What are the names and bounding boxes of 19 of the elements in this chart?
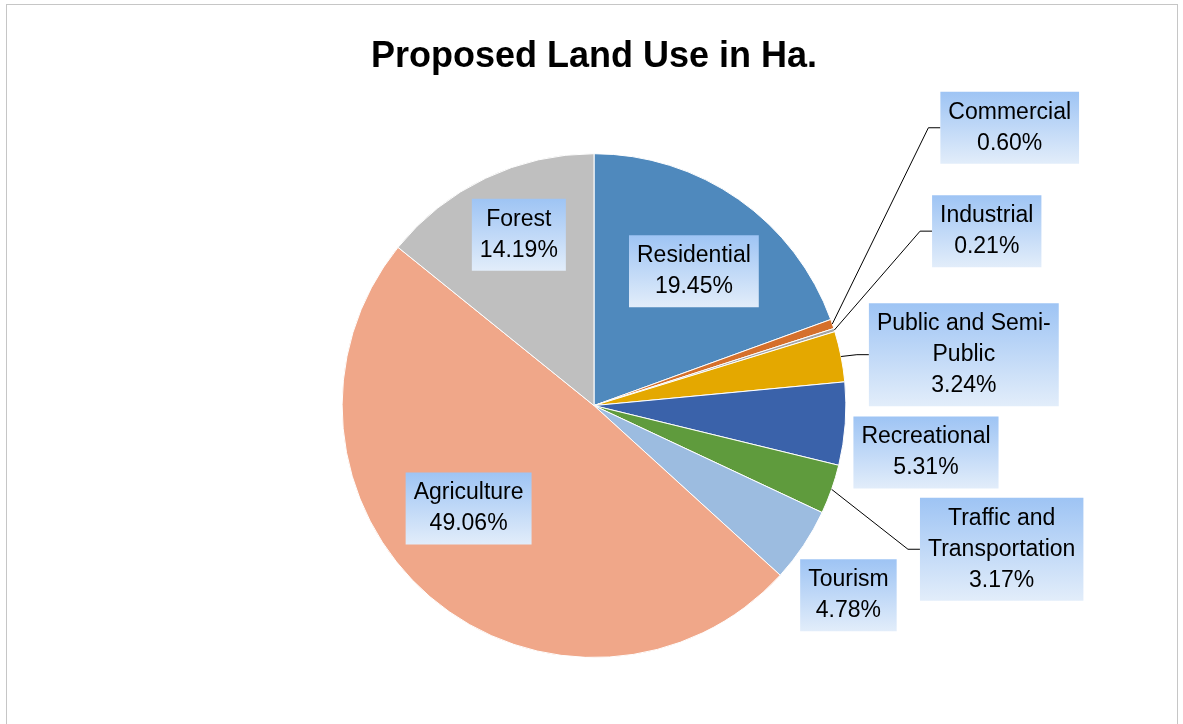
- data-label: 0.60%: [977, 128, 1043, 155]
- data-label: 14.19%: [479, 235, 558, 262]
- data-label: 4.78%: [815, 596, 882, 623]
- slice-label: Agriculture: [413, 478, 524, 505]
- slice-label: Public and Semi-Public: [876, 309, 1051, 367]
- data-label: 49.06%: [429, 509, 508, 536]
- slice-label: Forest: [486, 204, 553, 231]
- slice-label: Traffic and Transportation: [927, 503, 1076, 561]
- slice-label: Recreational: [861, 422, 991, 449]
- chart-title: Proposed Land Use in Ha.: [370, 33, 818, 75]
- data-label: 5.31%: [893, 453, 959, 480]
- data-label: 3.24%: [931, 371, 997, 398]
- slice-label: Tourism: [808, 565, 889, 592]
- slice-label: Industrial: [940, 201, 1034, 227]
- data-label: 19.45%: [654, 271, 733, 298]
- slice-label: Residential: [636, 240, 751, 267]
- data-label: 0.21%: [954, 232, 1020, 258]
- data-label: 3.17%: [969, 565, 1035, 592]
- slice-label: Commercial: [948, 97, 1072, 124]
